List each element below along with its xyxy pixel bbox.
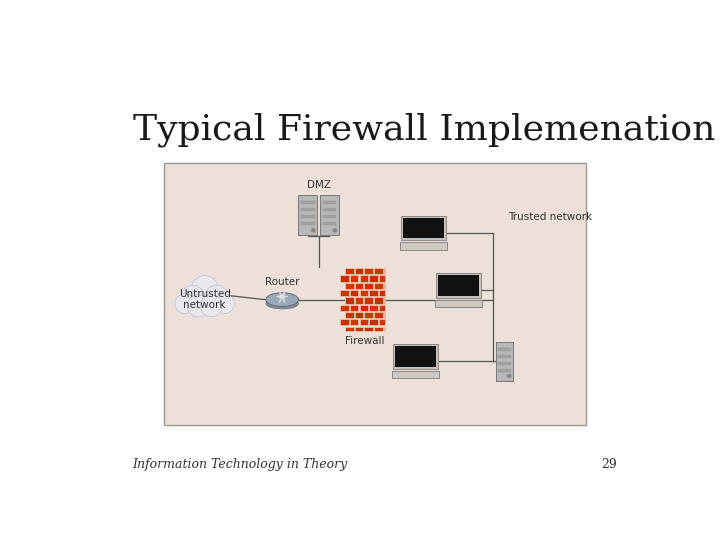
FancyBboxPatch shape bbox=[345, 327, 354, 331]
FancyBboxPatch shape bbox=[379, 305, 385, 311]
FancyBboxPatch shape bbox=[401, 215, 446, 240]
FancyBboxPatch shape bbox=[364, 298, 373, 303]
FancyBboxPatch shape bbox=[435, 300, 482, 307]
FancyBboxPatch shape bbox=[364, 327, 373, 331]
FancyBboxPatch shape bbox=[379, 275, 385, 281]
FancyBboxPatch shape bbox=[359, 305, 368, 311]
FancyBboxPatch shape bbox=[438, 275, 479, 296]
FancyBboxPatch shape bbox=[374, 327, 382, 331]
Ellipse shape bbox=[266, 293, 299, 307]
FancyBboxPatch shape bbox=[496, 342, 513, 381]
FancyBboxPatch shape bbox=[364, 283, 373, 289]
Ellipse shape bbox=[266, 298, 299, 309]
FancyBboxPatch shape bbox=[320, 195, 339, 235]
Circle shape bbox=[200, 295, 222, 317]
Text: DMZ: DMZ bbox=[307, 179, 330, 190]
FancyBboxPatch shape bbox=[392, 371, 439, 378]
FancyBboxPatch shape bbox=[369, 275, 378, 281]
FancyBboxPatch shape bbox=[345, 312, 354, 318]
Text: Router: Router bbox=[265, 276, 300, 287]
FancyBboxPatch shape bbox=[384, 312, 385, 318]
FancyBboxPatch shape bbox=[301, 222, 315, 225]
FancyBboxPatch shape bbox=[350, 290, 359, 296]
FancyBboxPatch shape bbox=[364, 312, 373, 318]
FancyBboxPatch shape bbox=[323, 208, 336, 211]
FancyBboxPatch shape bbox=[299, 195, 317, 235]
FancyBboxPatch shape bbox=[379, 290, 385, 296]
Text: Untrusted
network: Untrusted network bbox=[179, 289, 230, 310]
Circle shape bbox=[191, 275, 218, 303]
FancyBboxPatch shape bbox=[384, 283, 385, 289]
FancyBboxPatch shape bbox=[355, 327, 363, 331]
FancyBboxPatch shape bbox=[359, 319, 368, 326]
Circle shape bbox=[312, 229, 315, 232]
FancyBboxPatch shape bbox=[384, 268, 385, 274]
FancyBboxPatch shape bbox=[379, 319, 385, 326]
FancyBboxPatch shape bbox=[163, 164, 586, 425]
FancyBboxPatch shape bbox=[340, 319, 348, 326]
Circle shape bbox=[333, 229, 336, 232]
FancyBboxPatch shape bbox=[402, 218, 444, 238]
FancyBboxPatch shape bbox=[301, 215, 315, 218]
FancyBboxPatch shape bbox=[355, 312, 363, 318]
FancyBboxPatch shape bbox=[359, 275, 368, 281]
Circle shape bbox=[181, 285, 204, 309]
Text: Typical Firewall Implemenation: Typical Firewall Implemenation bbox=[132, 112, 715, 147]
FancyBboxPatch shape bbox=[355, 283, 363, 289]
FancyBboxPatch shape bbox=[384, 327, 385, 331]
FancyBboxPatch shape bbox=[369, 290, 378, 296]
FancyBboxPatch shape bbox=[323, 222, 336, 225]
Text: 29: 29 bbox=[601, 458, 617, 471]
FancyBboxPatch shape bbox=[498, 355, 510, 358]
Circle shape bbox=[215, 294, 235, 314]
FancyBboxPatch shape bbox=[350, 275, 359, 281]
FancyBboxPatch shape bbox=[374, 268, 382, 274]
FancyBboxPatch shape bbox=[384, 298, 385, 303]
FancyBboxPatch shape bbox=[350, 319, 359, 326]
FancyBboxPatch shape bbox=[436, 273, 481, 298]
Text: Firewall: Firewall bbox=[346, 336, 385, 346]
Circle shape bbox=[508, 374, 510, 377]
FancyBboxPatch shape bbox=[355, 298, 363, 303]
Circle shape bbox=[187, 295, 210, 317]
FancyBboxPatch shape bbox=[369, 305, 378, 311]
FancyBboxPatch shape bbox=[345, 268, 354, 274]
FancyBboxPatch shape bbox=[498, 362, 510, 365]
FancyBboxPatch shape bbox=[323, 215, 336, 218]
FancyBboxPatch shape bbox=[498, 348, 510, 351]
FancyBboxPatch shape bbox=[340, 305, 348, 311]
FancyBboxPatch shape bbox=[301, 208, 315, 211]
FancyBboxPatch shape bbox=[498, 369, 510, 372]
FancyBboxPatch shape bbox=[400, 242, 447, 249]
Circle shape bbox=[175, 294, 195, 314]
FancyBboxPatch shape bbox=[374, 298, 382, 303]
Text: Information Technology in Theory: Information Technology in Theory bbox=[132, 458, 348, 471]
FancyBboxPatch shape bbox=[340, 290, 348, 296]
FancyBboxPatch shape bbox=[395, 346, 436, 367]
FancyBboxPatch shape bbox=[355, 268, 363, 274]
FancyBboxPatch shape bbox=[301, 201, 315, 204]
FancyBboxPatch shape bbox=[350, 305, 359, 311]
FancyBboxPatch shape bbox=[374, 312, 382, 318]
FancyBboxPatch shape bbox=[340, 275, 348, 281]
FancyBboxPatch shape bbox=[345, 283, 354, 289]
FancyBboxPatch shape bbox=[369, 319, 378, 326]
FancyBboxPatch shape bbox=[364, 268, 373, 274]
FancyBboxPatch shape bbox=[345, 298, 354, 303]
FancyBboxPatch shape bbox=[323, 201, 336, 204]
FancyBboxPatch shape bbox=[359, 290, 368, 296]
Circle shape bbox=[204, 285, 228, 309]
Text: Trusted network: Trusted network bbox=[508, 212, 593, 222]
FancyBboxPatch shape bbox=[393, 345, 438, 369]
FancyBboxPatch shape bbox=[374, 283, 382, 289]
